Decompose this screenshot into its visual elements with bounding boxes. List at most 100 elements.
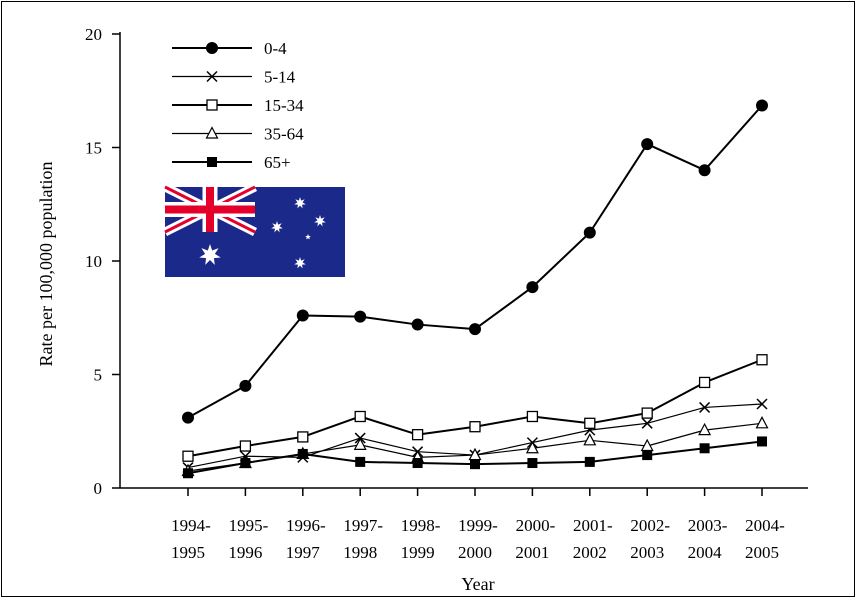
flag-star — [305, 234, 311, 240]
x-tick-label-line1: 2003- — [688, 516, 728, 535]
data-point — [240, 458, 251, 469]
series-15-34 — [182, 354, 768, 462]
legend-item: 35-64 — [172, 125, 304, 144]
data-point — [355, 456, 366, 467]
y-tick-label: 20 — [85, 25, 102, 44]
y-tick-label: 5 — [94, 366, 103, 385]
legend-label: 15-34 — [264, 96, 304, 115]
australian-flag-icon — [162, 182, 345, 277]
legend-item: 65+ — [172, 153, 291, 172]
data-point — [583, 433, 597, 446]
series-layer — [181, 99, 769, 479]
flag-cross-red-v — [206, 187, 214, 232]
x-tick-label-line2: 1997 — [286, 543, 321, 562]
x-tick-label-line1: 1995- — [229, 516, 269, 535]
data-point — [756, 99, 768, 112]
data-point — [584, 456, 595, 467]
data-point — [641, 138, 654, 151]
data-point — [583, 226, 596, 239]
x-tick-label-line1: 1994- — [171, 516, 211, 535]
x-tick-label-line2: 2005 — [745, 543, 779, 562]
legend-label: 5-14 — [264, 68, 296, 87]
x-tick-label-line1: 1998- — [401, 516, 441, 535]
data-point — [698, 164, 711, 177]
x-tick-label-line1: 2000- — [516, 516, 556, 535]
data-point — [698, 422, 712, 436]
data-point — [527, 458, 538, 469]
x-tick-label-line2: 2000 — [458, 543, 492, 562]
data-point — [183, 468, 193, 479]
flag-star — [294, 257, 306, 269]
data-point — [526, 281, 539, 294]
data-point — [698, 376, 711, 389]
data-point — [182, 450, 194, 462]
x-tick-label-line1: 2001- — [573, 516, 613, 535]
data-point-stroke — [699, 401, 711, 413]
data-point — [584, 417, 596, 429]
legend-item: 15-34 — [172, 96, 304, 115]
data-point — [206, 42, 218, 54]
data-point — [641, 407, 653, 419]
x-tick-label-line2: 2003 — [630, 543, 664, 562]
y-tick-label: 10 — [85, 252, 102, 271]
flag-star — [199, 244, 221, 265]
data-point — [239, 379, 252, 392]
data-point — [411, 429, 424, 441]
data-point — [756, 398, 768, 410]
data-point — [206, 99, 218, 111]
x-tick-label-line1: 1997- — [343, 516, 383, 535]
data-point-stroke — [756, 398, 768, 410]
data-point — [354, 310, 367, 323]
data-point — [642, 450, 653, 461]
flag-star — [314, 215, 326, 227]
legend-label: 35-64 — [264, 125, 304, 144]
data-point — [297, 431, 309, 443]
x-tick-label-line1: 1996- — [286, 516, 326, 535]
y-tick-label: 15 — [85, 139, 102, 158]
data-point — [207, 157, 217, 167]
x-ticks: 1994- 1995 1995- 1996 1996- 1997 1997- 1998 1998… — [171, 488, 785, 562]
x-tick-label-line2: 1996 — [228, 543, 262, 562]
data-point — [205, 126, 219, 139]
x-tick-label-line2: 1999 — [401, 543, 435, 562]
data-point-stroke — [641, 417, 653, 429]
data-point — [353, 437, 367, 450]
data-point — [699, 401, 711, 413]
series-65+ — [183, 436, 767, 479]
union-jack — [162, 182, 258, 237]
data-point — [469, 421, 481, 433]
legend-item: 0-4 — [172, 39, 287, 58]
y-tick-label: 0 — [94, 479, 103, 498]
data-point-stroke — [206, 70, 218, 83]
data-point — [296, 309, 309, 322]
flag-star — [271, 221, 283, 233]
axes — [119, 32, 808, 489]
data-point — [526, 410, 539, 423]
x-tick-label-line1: 2002- — [630, 516, 670, 535]
series-0-4 — [182, 99, 768, 424]
legend-label: 65+ — [264, 153, 291, 172]
y-axis-title: Rate per 100,000 population — [36, 162, 56, 367]
x-tick-label-line2: 2004 — [688, 543, 723, 562]
data-point — [525, 440, 539, 454]
flag-star — [294, 197, 306, 209]
data-point — [297, 448, 308, 459]
x-tick-label-line1: 1999- — [458, 516, 498, 535]
data-point — [755, 416, 769, 429]
data-point — [470, 459, 480, 470]
data-point — [239, 440, 252, 452]
data-point — [756, 354, 768, 366]
data-point — [411, 318, 424, 331]
legend-label: 0-4 — [264, 39, 287, 58]
x-tick-label-line2: 1998 — [343, 543, 377, 562]
x-tick-label-line1: 2004- — [745, 516, 785, 535]
flag-stars — [199, 197, 326, 269]
series-line — [187, 358, 763, 458]
data-point — [354, 410, 366, 423]
data-point — [412, 458, 423, 469]
x-axis-title: Year — [461, 574, 494, 594]
legend: 0-4 5-14 15-34 35-64 65+ — [172, 39, 304, 172]
legend-item: 5-14 — [172, 68, 296, 87]
